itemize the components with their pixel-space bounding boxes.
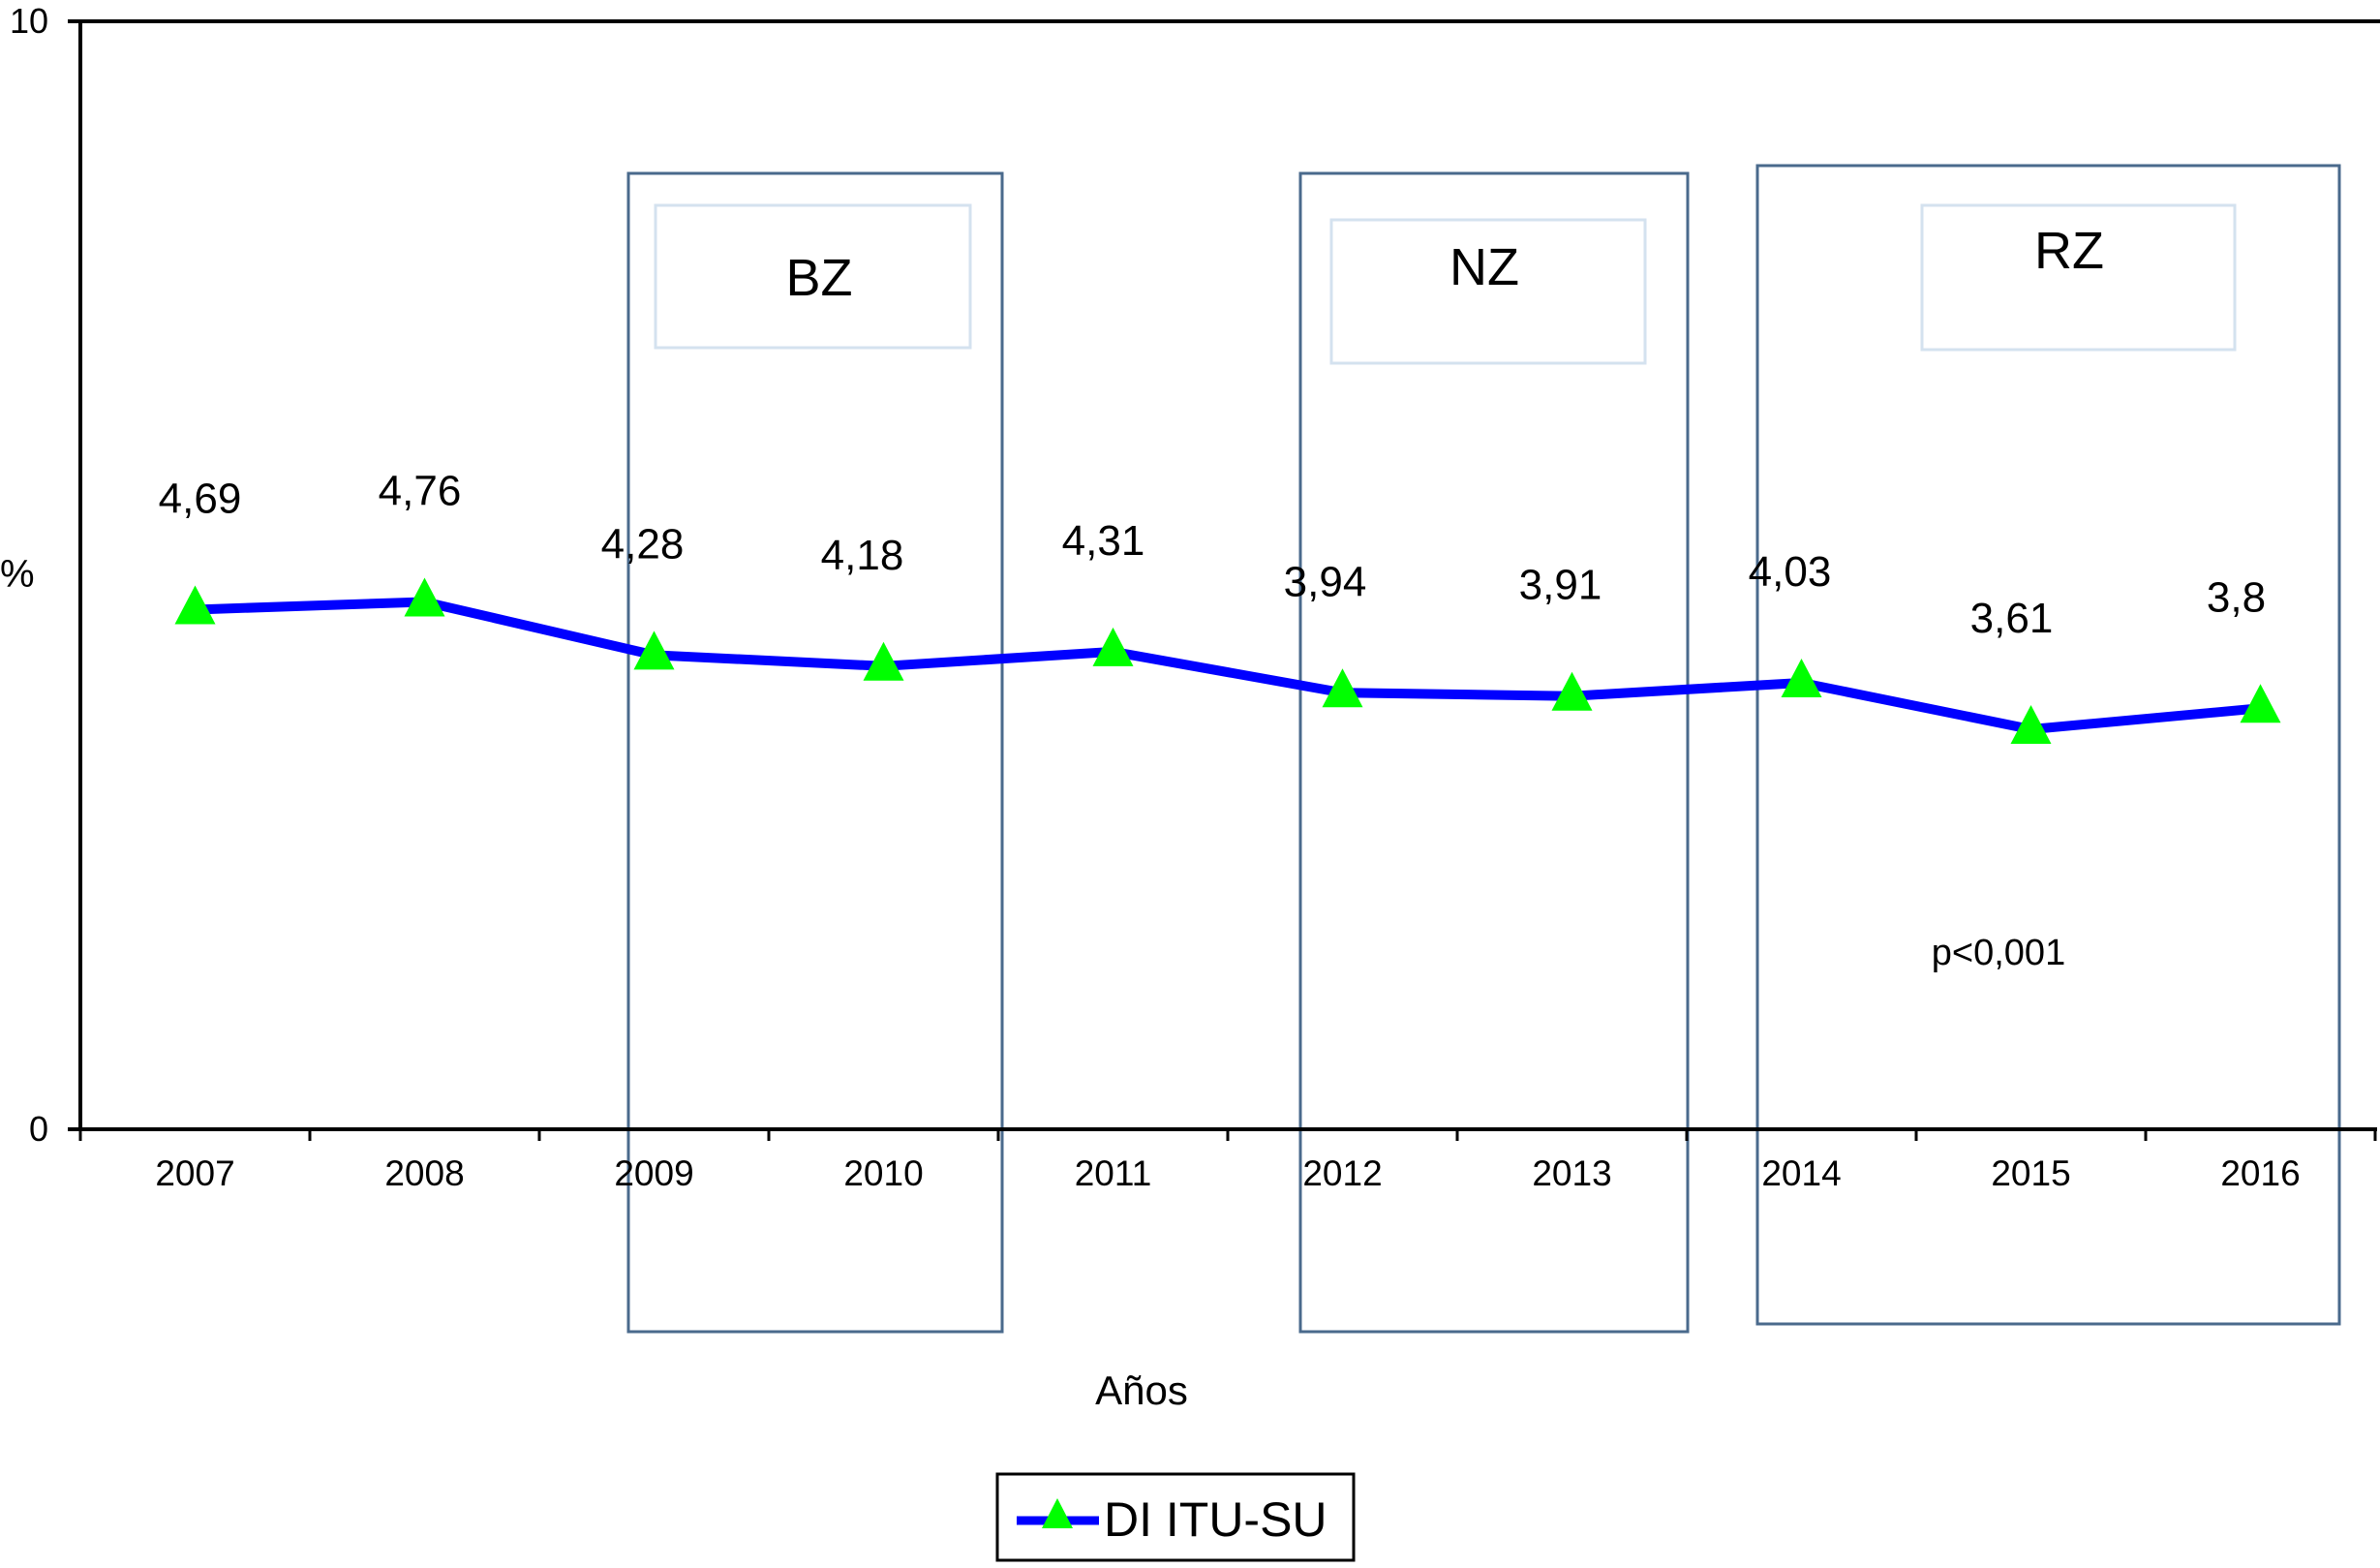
x-tick-label: 2016 [2220, 1153, 2300, 1193]
zone-label: BZ [785, 249, 852, 307]
zone-box-bz [626, 171, 1004, 1334]
data-label: 4,18 [821, 532, 904, 579]
zone-label: NZ [1449, 238, 1519, 296]
x-tick-label: 2014 [1761, 1153, 1841, 1193]
data-point-marker [174, 585, 216, 625]
zone-label: RZ [2034, 222, 2104, 280]
data-point-marker [1322, 668, 1363, 708]
zone-label-box-rz [1920, 203, 2237, 352]
x-tick-label: 2010 [843, 1153, 923, 1193]
data-label: 4,76 [379, 467, 462, 514]
legend-label: DI ITU-SU [1104, 1492, 1327, 1547]
legend-marker-icon [1042, 1498, 1073, 1528]
data-label: 3,61 [1970, 595, 2054, 642]
data-point-marker [1092, 627, 1134, 666]
data-point-marker [2240, 684, 2281, 723]
data-label: 3,8 [2207, 573, 2266, 621]
data-point-marker [863, 641, 904, 681]
data-point-marker [2010, 705, 2052, 745]
y-tick-0: 0 [29, 1109, 48, 1149]
zone-box-nz [1298, 171, 1690, 1334]
x-axis-label: Años [1095, 1368, 1188, 1413]
data-point-marker [404, 577, 445, 617]
zone-label-box-bz [654, 203, 972, 350]
y-axis-label: % [0, 553, 35, 596]
data-point-marker [633, 630, 675, 670]
data-label: 4,03 [1749, 548, 1832, 596]
x-tick-label: 2011 [1075, 1153, 1152, 1193]
x-tick-label: 2015 [1991, 1153, 2070, 1193]
data-label: 3,91 [1519, 562, 1602, 609]
y-tick-10: 10 [10, 1, 48, 41]
x-tick-label: 2008 [384, 1153, 464, 1193]
data-label: 4,31 [1062, 517, 1145, 565]
zone-box-rz [1755, 164, 2341, 1326]
zone-label-box-nz [1329, 218, 1647, 365]
data-label: 4,69 [159, 475, 242, 522]
data-point-marker [1551, 671, 1593, 711]
p-value-annotation: p<0,001 [1932, 933, 2065, 973]
data-point-marker [1781, 658, 1822, 697]
legend: DI ITU-SU [995, 1472, 1356, 1562]
data-label: 3,94 [1284, 558, 1367, 605]
data-label: 4,28 [601, 520, 685, 568]
series-line [195, 597, 2261, 735]
x-tick-label: 2012 [1302, 1153, 1382, 1193]
x-tick-label: 2009 [614, 1153, 693, 1193]
x-tick-label: 2013 [1532, 1153, 1611, 1193]
x-tick-label: 2007 [155, 1153, 234, 1193]
